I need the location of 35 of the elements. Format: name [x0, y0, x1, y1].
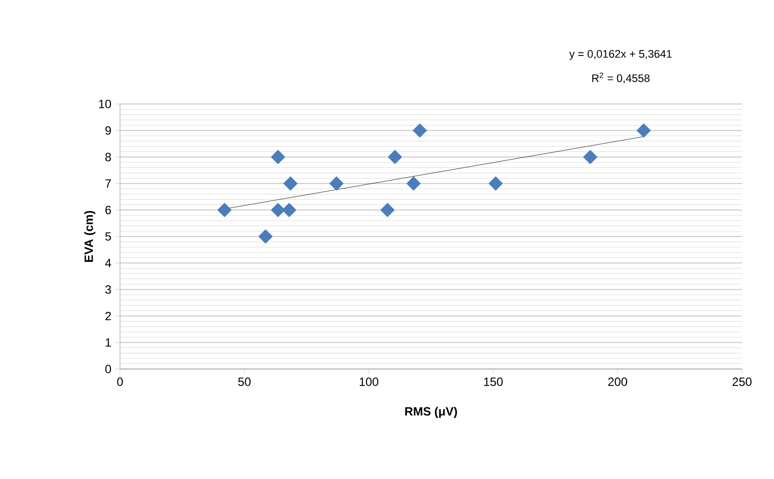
- point: [270, 150, 286, 164]
- point: [406, 176, 421, 191]
- text: y = 0,0162x + 5,3641: [569, 50, 672, 60]
- y-tick-label: 10: [99, 100, 112, 108]
- x-tick-label: 0: [117, 378, 123, 386]
- x-axis-title: RMS (μV): [405, 406, 457, 418]
- point: [380, 202, 395, 218]
- y-tick-label: 2: [105, 312, 111, 320]
- y-axis-title: EVA (cm): [84, 210, 96, 262]
- y-tick-label: 5: [105, 232, 111, 241]
- x-tick-label: 100: [360, 378, 378, 386]
- point: [636, 123, 651, 138]
- x-tick-label: 250: [732, 378, 752, 386]
- point: [388, 150, 402, 164]
- y-tick-label: 1: [106, 338, 111, 347]
- y-tick-label: 7: [105, 179, 111, 188]
- point: [329, 176, 344, 191]
- point: [282, 202, 296, 218]
- point: [258, 229, 273, 244]
- x-tick-label: 50: [238, 378, 251, 386]
- point: [270, 202, 286, 218]
- point: [412, 123, 428, 138]
- y-tick-label: 0: [105, 364, 112, 374]
- x-tick-label: 200: [608, 378, 628, 386]
- y-tick-label: 9: [105, 126, 111, 135]
- point: [217, 202, 232, 218]
- point: [488, 176, 503, 191]
- y-tick-label: 8: [105, 152, 111, 162]
- y-tick-label: 6: [105, 206, 111, 214]
- text: R$^{2}$ = 0,4558: [592, 72, 650, 84]
- y-tick-label: 4: [105, 258, 112, 268]
- x-tick-label: 150: [484, 378, 503, 386]
- point: [583, 150, 598, 164]
- y-tick-label: 3: [105, 285, 111, 294]
- point: [283, 176, 298, 191]
